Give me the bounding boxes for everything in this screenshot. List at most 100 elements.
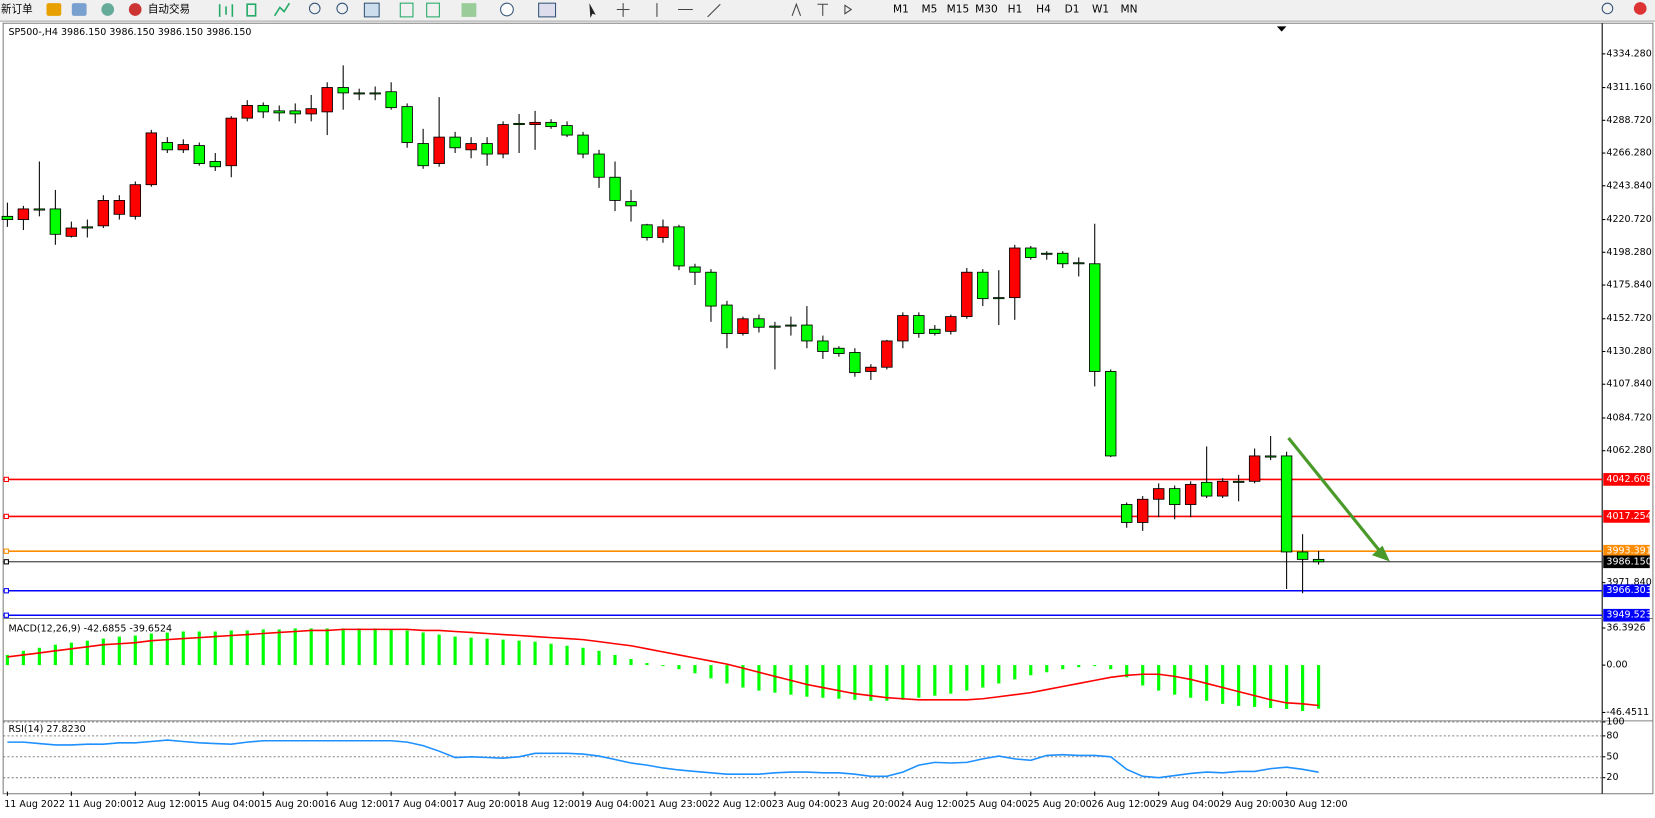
y-tick-label: 4334.280 xyxy=(1606,48,1651,59)
zoom-in-icon[interactable] xyxy=(308,2,321,15)
annotation-arrow xyxy=(1287,437,1383,555)
macd-bar xyxy=(693,665,697,674)
candle-body xyxy=(577,134,589,155)
template-icon[interactable] xyxy=(538,2,557,18)
macd-bar xyxy=(1221,665,1225,704)
macd-bar xyxy=(5,654,9,666)
candle-body xyxy=(833,347,845,354)
candle-body xyxy=(1248,455,1261,482)
candle-icon[interactable] xyxy=(246,3,257,17)
y-tick-label: 20 xyxy=(1606,772,1618,783)
timeframe-button[interactable]: M5 xyxy=(922,4,938,16)
macd-bar xyxy=(85,640,89,666)
chart-title: SP500-,H4 3986.150 3986.150 3986.150 398… xyxy=(8,27,251,38)
macd-bar xyxy=(1141,665,1145,686)
scroll-icon[interactable] xyxy=(399,2,414,18)
macd-bar xyxy=(101,638,105,666)
timeframe-button[interactable]: W1 xyxy=(1092,4,1109,16)
timeframe-button[interactable]: D1 xyxy=(1065,4,1080,16)
macd-bar xyxy=(1109,665,1113,670)
timeframe-button[interactable]: M30 xyxy=(975,4,998,16)
candle-body xyxy=(321,87,333,113)
icon[interactable] xyxy=(46,3,62,16)
candle-body xyxy=(465,143,477,151)
macd-bar xyxy=(213,631,217,666)
x-tick-label: 23 Aug 04:00 xyxy=(772,799,836,810)
timeframe-button[interactable]: H1 xyxy=(1008,4,1023,16)
price-level-label: 3949.523 xyxy=(1606,610,1651,621)
y-tick-label: 4198.280 xyxy=(1606,247,1651,258)
x-tick-label: 24 Aug 12:00 xyxy=(900,799,964,810)
icon[interactable] xyxy=(71,3,87,16)
candle-body xyxy=(785,324,797,327)
candle-body xyxy=(193,145,205,164)
new-order-button[interactable]: 新订单 xyxy=(1,3,33,16)
candle-body xyxy=(273,110,285,114)
candle-body xyxy=(961,271,973,318)
y-tick-label: 4243.840 xyxy=(1606,180,1651,191)
price-level-handle xyxy=(3,513,9,520)
tile-icon[interactable] xyxy=(363,2,380,18)
macd-bar xyxy=(981,665,985,688)
notification-badge[interactable] xyxy=(1633,2,1647,15)
y-tick-label: 4175.840 xyxy=(1606,280,1651,291)
plot: 4334.280 4311.160 4288.720 4266.280 4243.840… xyxy=(1,48,1652,810)
candle-body xyxy=(1200,481,1213,497)
period-icon[interactable] xyxy=(500,2,514,17)
macd-bar xyxy=(1061,665,1065,670)
macd-bar xyxy=(1125,665,1129,678)
timeframe-button[interactable]: MN xyxy=(1121,4,1138,16)
macd-bar xyxy=(389,629,393,666)
price-level-label: 4017.254 xyxy=(1606,511,1651,522)
macd-bar xyxy=(933,665,937,696)
macd-bar xyxy=(869,665,873,701)
candle-body xyxy=(913,315,925,334)
rsi-line xyxy=(7,739,1319,779)
candle-body xyxy=(945,316,957,332)
timeframe-button[interactable]: M15 xyxy=(947,4,970,16)
macd-bar xyxy=(805,665,809,697)
macd-bar xyxy=(69,642,73,666)
price-level-tag xyxy=(1603,544,1650,558)
candle-body xyxy=(1296,551,1309,560)
macd-bar xyxy=(613,654,617,666)
macd-bar xyxy=(1189,665,1193,698)
icon[interactable] xyxy=(101,3,115,16)
x-tick-label: 30 Aug 12:00 xyxy=(1283,799,1347,810)
candle-body xyxy=(433,136,445,164)
macd-bar xyxy=(261,629,265,666)
draw-tools[interactable] xyxy=(656,3,721,18)
macd-bar xyxy=(501,639,505,666)
candle-body xyxy=(1168,488,1181,505)
search-icon[interactable] xyxy=(1601,2,1614,15)
line-chart-icon[interactable] xyxy=(273,2,291,17)
timeframe-button[interactable]: M1 xyxy=(893,4,909,16)
rsi-title: RSI(14) 27.8230 xyxy=(8,724,85,735)
auto-trading-icon[interactable] xyxy=(128,3,142,16)
macd-bar xyxy=(149,633,153,666)
indicators-icon[interactable] xyxy=(461,3,477,17)
timeframe-button[interactable]: H4 xyxy=(1036,4,1051,16)
macd-bar xyxy=(917,665,921,698)
macd-bar xyxy=(1029,665,1033,676)
y-tick-label: 4084.720 xyxy=(1606,412,1651,423)
candle-body xyxy=(1312,558,1325,563)
macd-bar xyxy=(133,635,137,666)
y-tick-label: 4107.840 xyxy=(1606,379,1651,390)
shift-icon[interactable] xyxy=(426,2,440,18)
price-level-label: 3993.391 xyxy=(1606,546,1651,557)
candle-body xyxy=(385,91,397,109)
macd-bar xyxy=(725,665,729,684)
price-level-label: 4042.608 xyxy=(1606,474,1651,485)
bar-chart-icon[interactable] xyxy=(218,4,234,17)
zoom-out-icon[interactable] xyxy=(336,2,349,15)
toolbar-items: 新订单 自动交易 xyxy=(1,2,853,18)
candle-body xyxy=(1216,480,1229,497)
crosshair-icon[interactable] xyxy=(616,3,630,17)
text-tools[interactable] xyxy=(791,2,853,17)
candle-body xyxy=(769,325,781,328)
auto-trading-button[interactable]: 自动交易 xyxy=(148,3,190,16)
candle-body xyxy=(513,122,525,125)
candle-body xyxy=(1025,247,1037,258)
macd-bar xyxy=(325,628,329,666)
